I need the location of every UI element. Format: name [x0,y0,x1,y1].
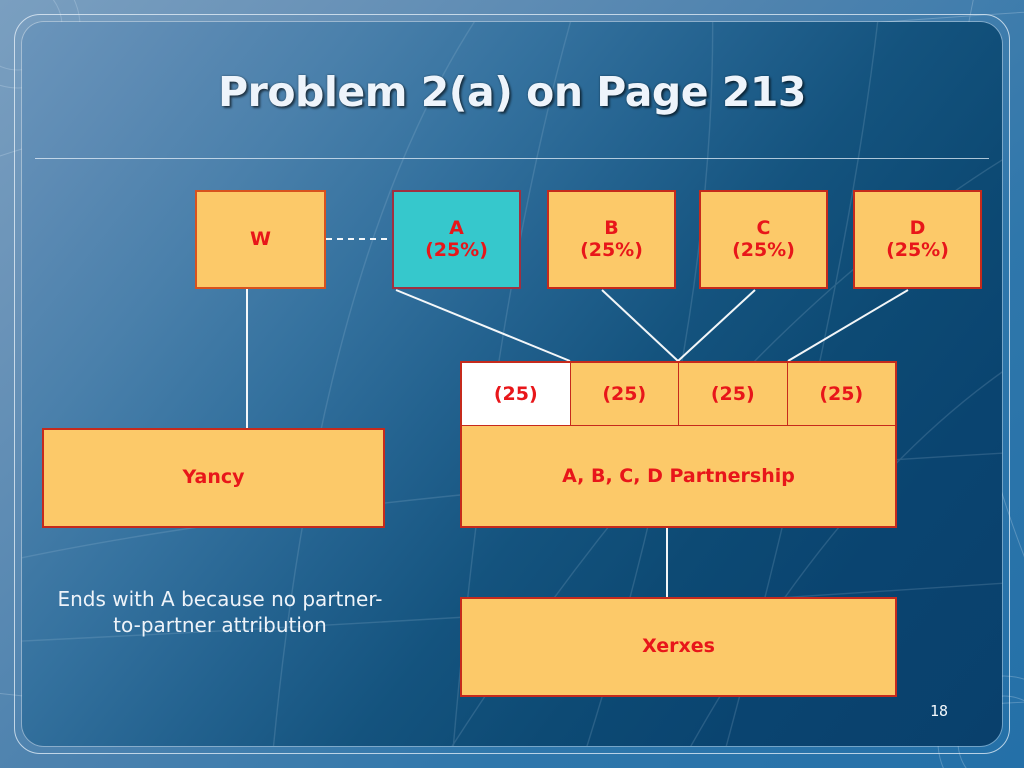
explanation-caption: Ends with A because no partner-to-partne… [57,587,383,638]
entity-box-xerxes-label: Xerxes [642,635,715,658]
entity-box-w[interactable]: W [195,190,326,289]
entity-box-w-label: W [250,227,271,250]
partnership-name: A, B, C, D Partnership [562,464,795,487]
entity-box-b-label: B [604,217,619,240]
entity-box-c[interactable]: C (25%) [699,190,828,289]
partnership-cell-a[interactable]: (25) [462,363,571,425]
partnership-cell-d[interactable]: (25) [819,383,864,405]
partnership-cell-b[interactable]: (25) [571,363,679,425]
page-number: 18 [930,702,949,720]
partnership-cell-row: (25) (25) (25) (25) [462,363,895,426]
entity-box-a-percent: (25%) [425,238,488,261]
entity-box-d-percent: (25%) [886,238,949,261]
entity-box-b[interactable]: B (25%) [547,190,676,289]
partnership-box[interactable]: (25) (25) (25) (25) A, B, C, D Partnersh… [460,361,897,528]
entity-box-yancy[interactable]: Yancy [42,428,385,528]
entity-box-b-percent: (25%) [580,238,643,261]
entity-box-yancy-label: Yancy [182,466,245,489]
entity-box-d-label: D [909,217,926,240]
entity-box-c-percent: (25%) [732,238,795,261]
entity-box-d[interactable]: D (25%) [853,190,982,289]
partnership-cell-c[interactable]: (25) [679,363,788,425]
entity-box-a-label: A [449,217,464,240]
entity-box-xerxes[interactable]: Xerxes [460,597,897,697]
entity-box-c-label: C [756,217,771,240]
page-title: Problem 2(a) on Page 213 [218,68,806,116]
title-divider [35,158,989,159]
entity-box-a[interactable]: A (25%) [392,190,521,289]
